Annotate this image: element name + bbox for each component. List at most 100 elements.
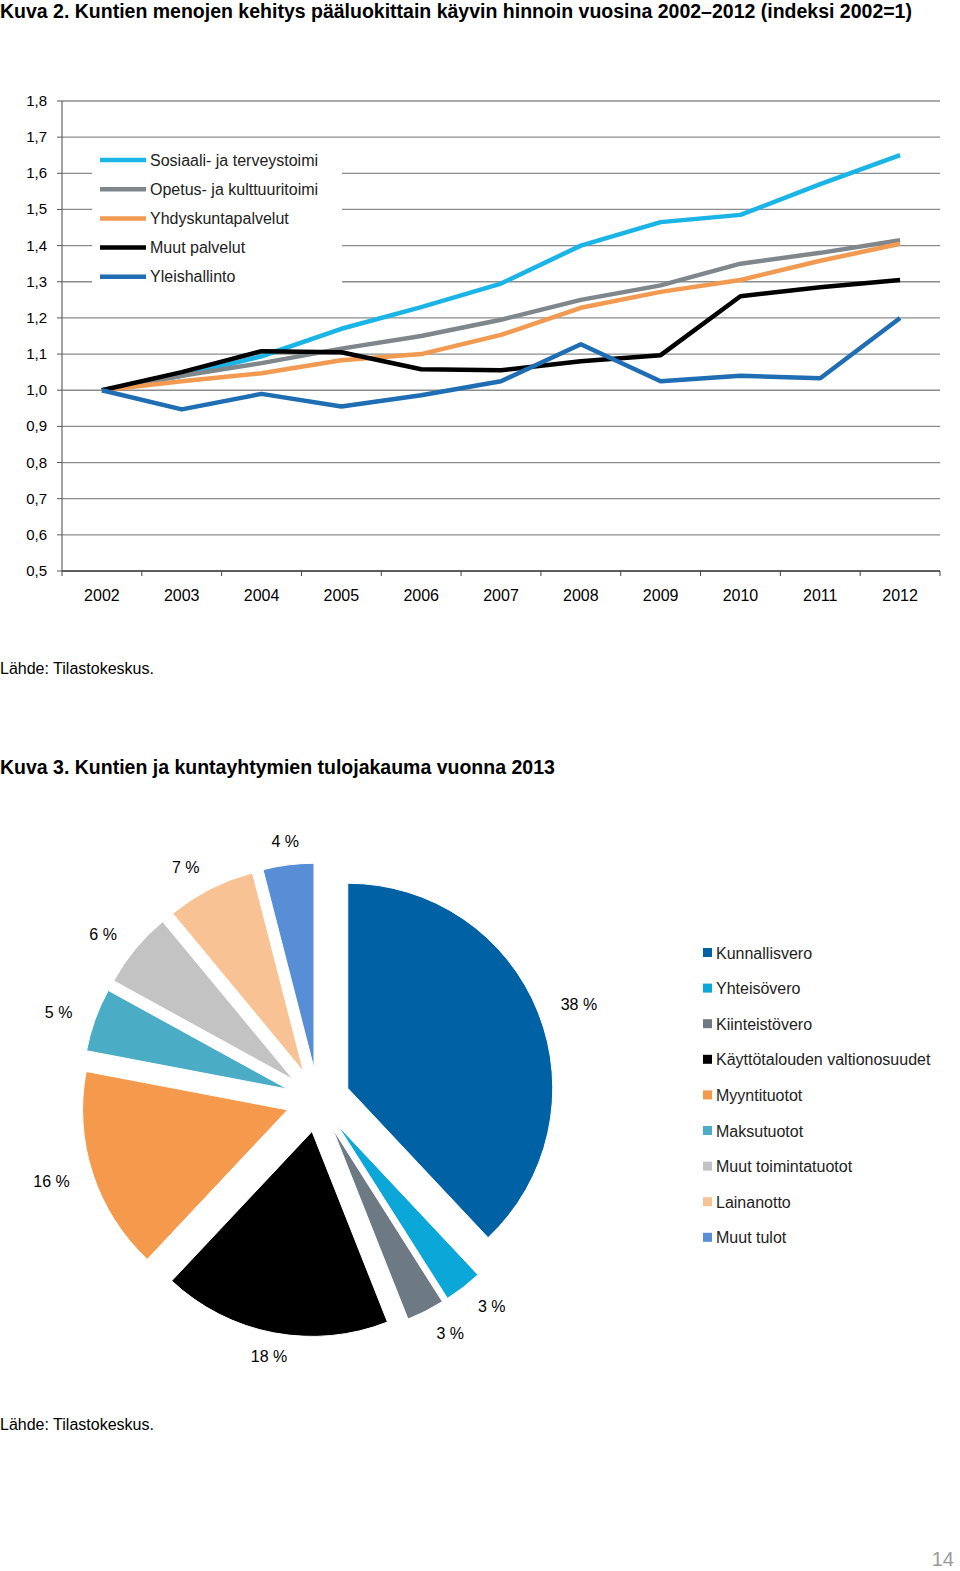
tick-label: 0,8 bbox=[26, 454, 47, 471]
pie-chart: 38 %3 %3 %18 %16 %5 %6 %7 %4 %Kunnallisv… bbox=[33, 833, 931, 1365]
tick-mark bbox=[620, 571, 621, 576]
legend-swatch bbox=[703, 984, 712, 993]
data-label: 3 % bbox=[478, 1298, 506, 1315]
legend-label: Sosiaali- ja terveystoimi bbox=[150, 152, 318, 169]
tick-label: 1,0 bbox=[26, 381, 47, 398]
tick-mark bbox=[57, 101, 62, 102]
legend-label: Lainanotto bbox=[716, 1194, 791, 1211]
legend-label: Käyttötalouden valtionosuudet bbox=[716, 1051, 931, 1068]
background bbox=[0, 0, 960, 1571]
tick-label: 2011 bbox=[803, 587, 838, 604]
tick-mark bbox=[540, 571, 541, 576]
grid-line bbox=[62, 570, 940, 571]
grid-line bbox=[62, 137, 940, 138]
legend-label: Yleishallinto bbox=[150, 268, 235, 285]
tick-label: 1,3 bbox=[26, 273, 47, 290]
tick-mark bbox=[940, 571, 941, 576]
series-line bbox=[102, 155, 900, 390]
tick-mark bbox=[57, 462, 62, 463]
legend-swatch bbox=[100, 275, 146, 280]
tick-mark bbox=[57, 534, 62, 535]
tick-mark bbox=[780, 571, 781, 576]
y-axis bbox=[61, 101, 62, 571]
data-label: 16 % bbox=[33, 1173, 69, 1190]
tick-mark bbox=[57, 209, 62, 210]
legend-label: Muut palvelut bbox=[150, 239, 246, 256]
series-group bbox=[102, 155, 900, 409]
legend-swatch bbox=[100, 216, 146, 221]
tick-label: 1,2 bbox=[26, 309, 47, 326]
legend-swatch bbox=[703, 1055, 712, 1064]
tick-label: 0,9 bbox=[26, 417, 47, 434]
tick-mark bbox=[57, 281, 62, 282]
tick-label: 2003 bbox=[164, 587, 200, 604]
legend-swatch bbox=[703, 1197, 712, 1206]
legend-swatch bbox=[703, 1090, 712, 1099]
grid-line bbox=[62, 390, 940, 391]
page: Kuva 2. Kuntien menojen kehitys pääluoki… bbox=[0, 0, 960, 1571]
tick-mark bbox=[57, 354, 62, 355]
legend-label: Yhteisövero bbox=[716, 980, 801, 997]
tick-label: 2004 bbox=[244, 587, 280, 604]
source-note: Lähde: Tilastokeskus. bbox=[0, 660, 154, 677]
source-note: Lähde: Tilastokeskus. bbox=[0, 1416, 154, 1433]
tick-mark bbox=[301, 571, 302, 576]
data-label: 6 % bbox=[89, 926, 117, 943]
legend-label: Muut tulot bbox=[716, 1229, 787, 1246]
tick-mark bbox=[57, 498, 62, 499]
legend-label: Yhdyskuntapalvelut bbox=[150, 210, 289, 227]
tick-label: 2006 bbox=[403, 587, 439, 604]
tick-mark bbox=[57, 173, 62, 174]
chart-title: Kuva 2. Kuntien menojen kehitys pääluoki… bbox=[0, 0, 912, 22]
tick-mark bbox=[62, 571, 63, 576]
legend: KunnallisveroYhteisöveroKiinteistöveroKä… bbox=[703, 945, 931, 1247]
tick-mark bbox=[57, 390, 62, 391]
legend-label: Opetus- ja kulttuuritoimi bbox=[150, 181, 318, 198]
tick-label: 1,4 bbox=[26, 237, 47, 254]
grid-line bbox=[62, 100, 940, 101]
legend-swatch bbox=[703, 1162, 712, 1171]
legend-swatch bbox=[703, 1126, 712, 1135]
tick-label: 2009 bbox=[643, 587, 679, 604]
legend-swatch bbox=[703, 1019, 712, 1028]
legend-label: Kiinteistövero bbox=[716, 1016, 812, 1033]
tick-mark bbox=[860, 571, 861, 576]
data-label: 5 % bbox=[45, 1004, 73, 1021]
tick-label: 1,8 bbox=[26, 92, 47, 109]
legend-swatch bbox=[100, 187, 146, 192]
tick-mark bbox=[381, 571, 382, 576]
legend-swatch bbox=[100, 245, 146, 250]
legend-label: Muut toimintatuotot bbox=[716, 1158, 853, 1175]
tick-mark bbox=[57, 245, 62, 246]
legend-swatch bbox=[703, 948, 712, 957]
tick-label: 1,6 bbox=[26, 164, 47, 181]
tick-label: 2005 bbox=[324, 587, 360, 604]
tick-label: 1,1 bbox=[26, 345, 47, 362]
tick-mark bbox=[57, 571, 62, 572]
legend-label: Myyntituotot bbox=[716, 1087, 803, 1104]
tick-label: 2012 bbox=[882, 587, 918, 604]
tick-label: 2002 bbox=[84, 587, 120, 604]
data-label: 3 % bbox=[436, 1325, 464, 1342]
tick-label: 0,5 bbox=[26, 562, 47, 579]
line-chart: 0,50,60,70,80,91,01,11,21,31,41,51,61,71… bbox=[26, 92, 940, 604]
page-number: 14 bbox=[932, 1548, 954, 1570]
tick-label: 2008 bbox=[563, 587, 599, 604]
tick-label: 2007 bbox=[483, 587, 519, 604]
legend: Sosiaali- ja terveystoimi Opetus- ja kult… bbox=[92, 146, 342, 292]
data-label: 4 % bbox=[271, 833, 299, 850]
tick-mark bbox=[57, 317, 62, 318]
legend-label: Maksutuotot bbox=[716, 1123, 804, 1140]
tick-mark bbox=[141, 571, 142, 576]
tick-mark bbox=[461, 571, 462, 576]
tick-label: 2010 bbox=[723, 587, 759, 604]
tick-label: 0,7 bbox=[26, 490, 47, 507]
legend-box bbox=[92, 146, 342, 292]
grid-line bbox=[62, 534, 940, 535]
legend-swatch bbox=[100, 158, 146, 163]
legend-swatch bbox=[703, 1233, 712, 1242]
tick-label: 1,5 bbox=[26, 200, 47, 217]
grid-line bbox=[62, 462, 940, 463]
x-axis bbox=[62, 570, 940, 572]
grid-line bbox=[62, 353, 940, 354]
